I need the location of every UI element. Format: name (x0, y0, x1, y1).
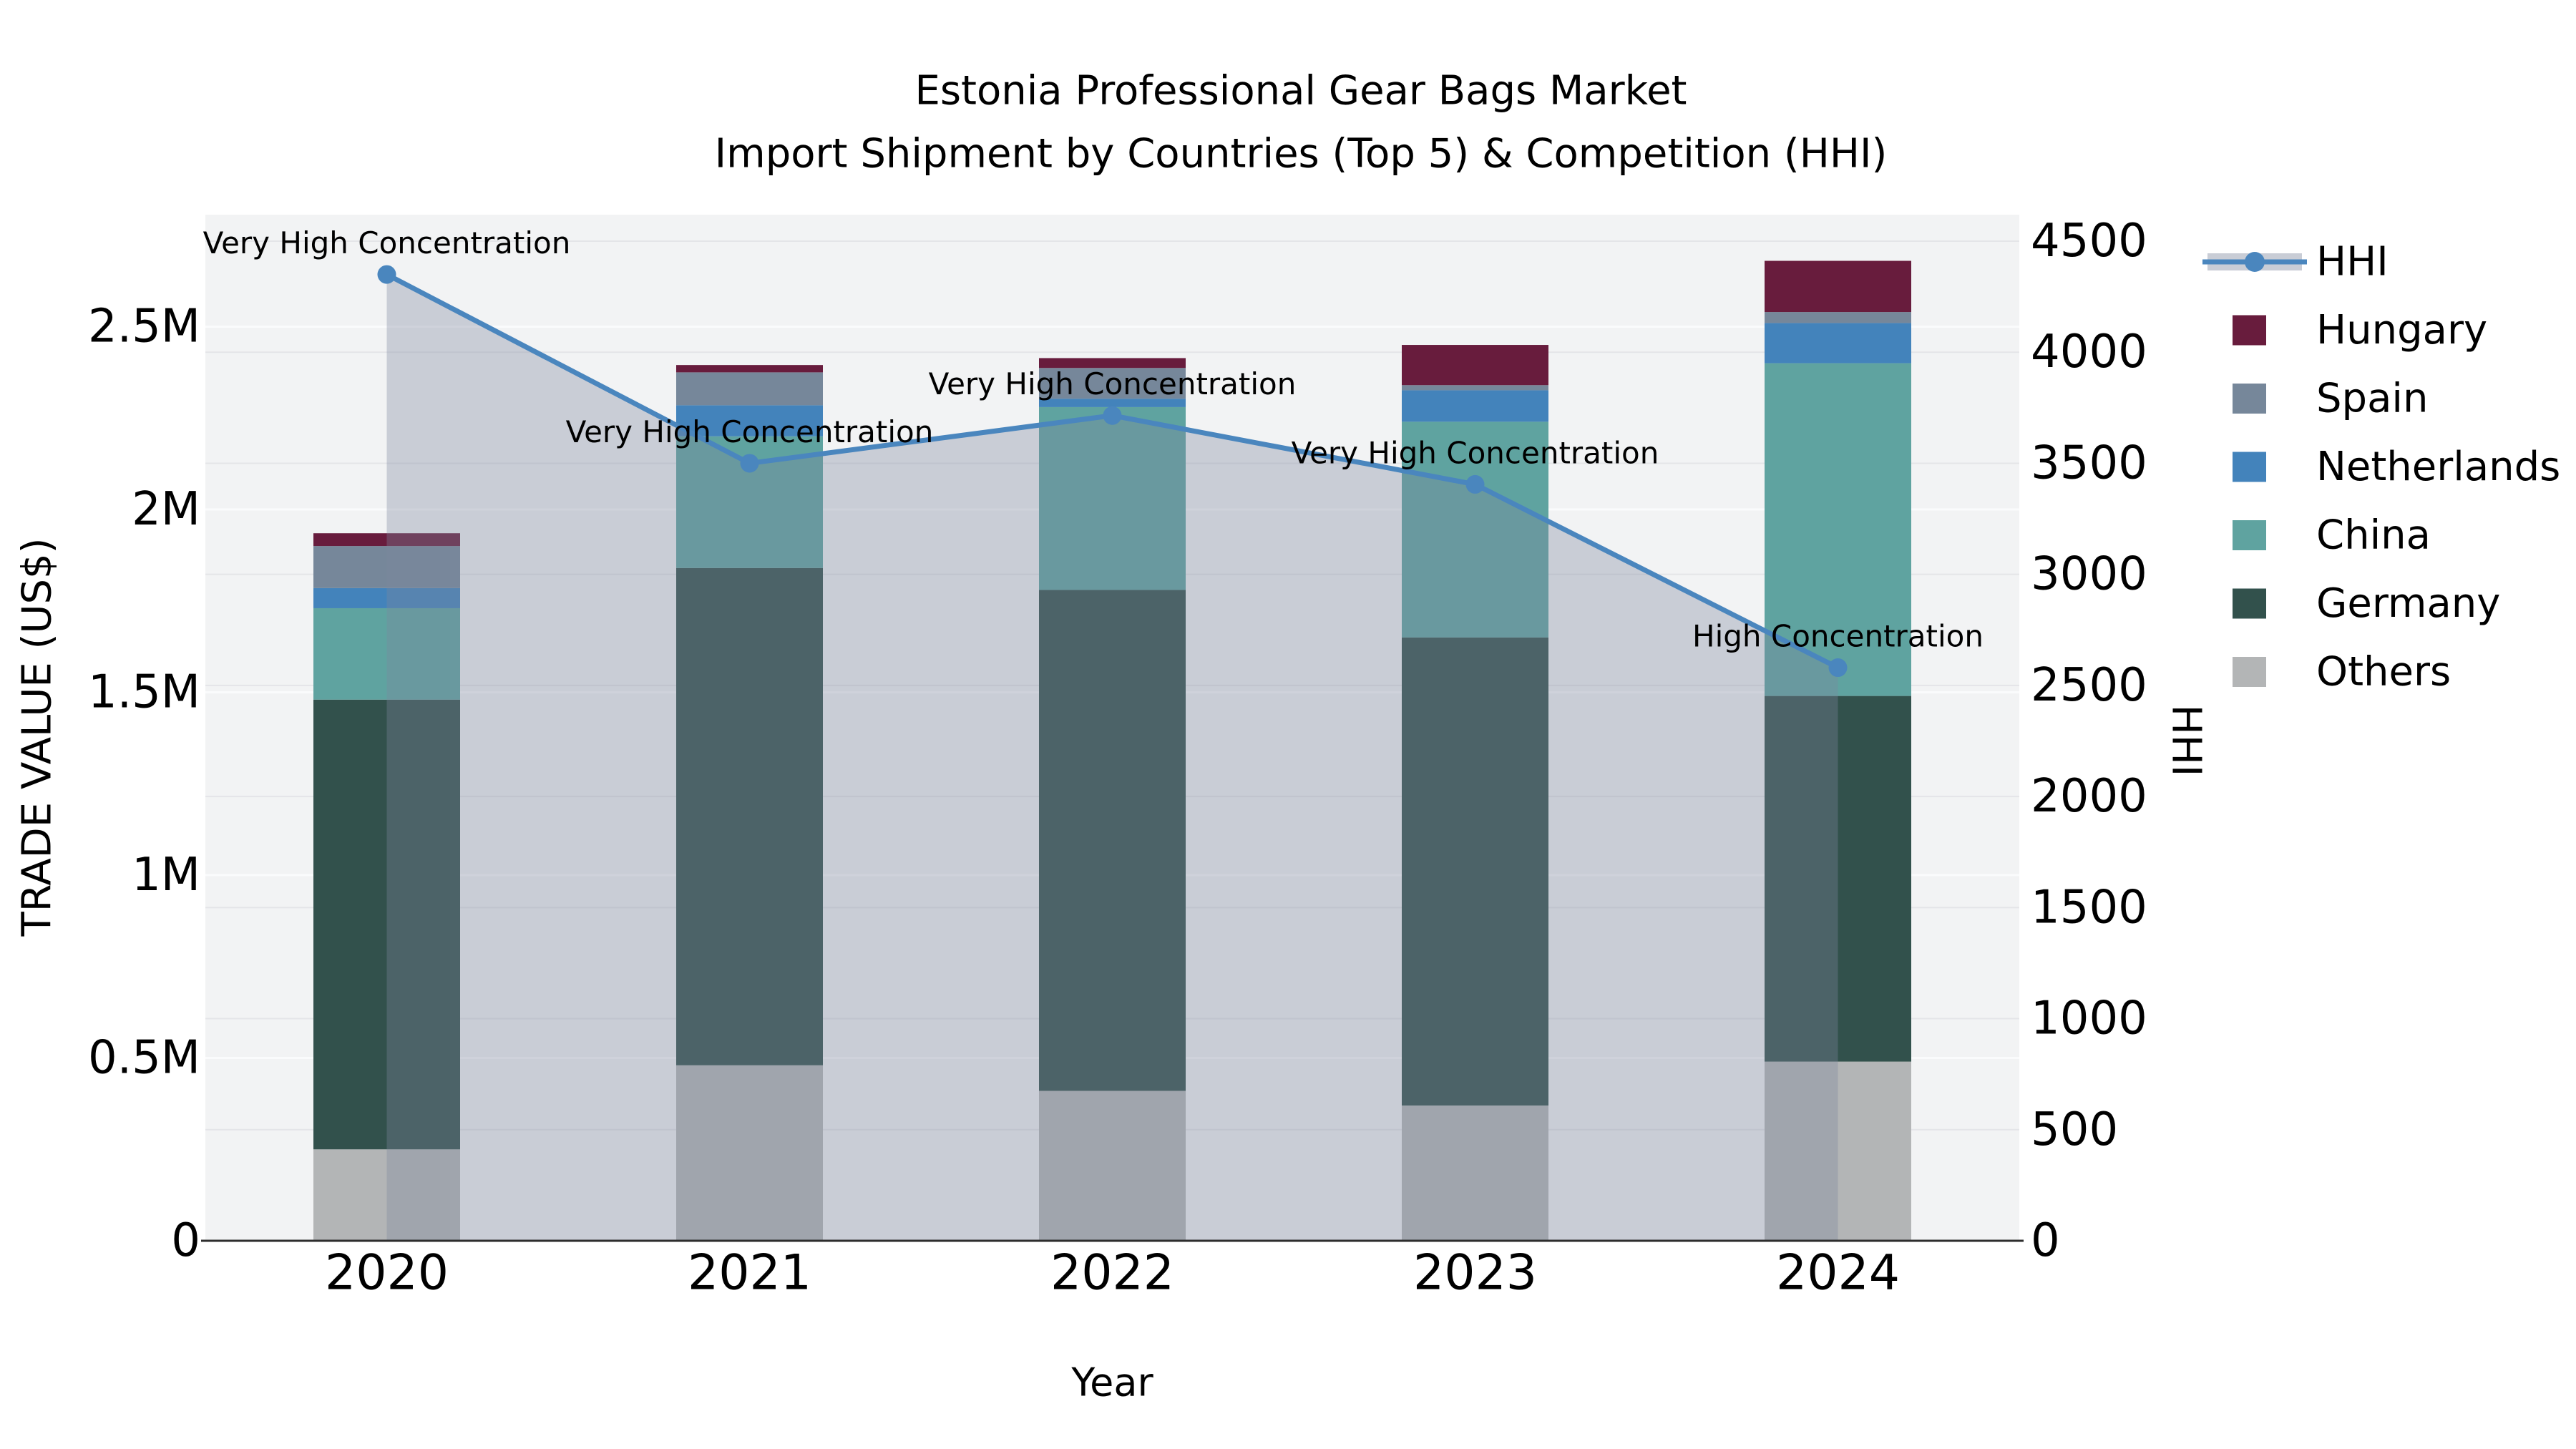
hhi-area (386, 274, 1838, 1241)
legend-swatch-china (2233, 520, 2266, 550)
legend-item-netherlands: Netherlands (2316, 444, 2560, 490)
chart-title-line1: Estonia Professional Gear Bags Market (914, 68, 1687, 114)
bar-segment-germany-2021 (676, 567, 823, 1065)
annotation-2021: Very High Concentration (566, 414, 934, 449)
bar-segment-others-2020 (313, 1149, 460, 1241)
hhi-marker-2024 (1828, 658, 1848, 678)
bar-segment-netherlands-2021 (676, 405, 823, 436)
bar-segment-spain-2021 (676, 372, 823, 406)
y-left-tick-0.5M: 0.5M (88, 1032, 200, 1085)
bar-segment-spain-2020 (313, 546, 460, 588)
legend-swatch-germany (2233, 588, 2266, 619)
legend-item-others: Others (2316, 649, 2451, 696)
bar-segment-others-2021 (676, 1065, 823, 1241)
y-right-tick-1500: 1500 (2031, 881, 2147, 934)
y-left-tick-2M: 2M (132, 483, 200, 536)
y-left-axis-label: TRADE VALUE (US$) (14, 538, 61, 937)
legend-swatch-others (2233, 657, 2266, 687)
y-right-tick-1000: 1000 (2031, 992, 2147, 1045)
y-right-tick-3500: 3500 (2031, 436, 2147, 489)
bar-segment-spain-2023 (1402, 385, 1548, 391)
x-axis-label: Year (1070, 1360, 1153, 1405)
bar-segment-others-2023 (1402, 1105, 1548, 1241)
legend-item-hungary: Hungary (2316, 307, 2487, 353)
bar-segment-germany-2023 (1402, 637, 1548, 1106)
x-tick-2022: 2022 (1050, 1245, 1174, 1302)
hhi-marker-2022 (1103, 406, 1122, 425)
legend-swatch-netherlands (2233, 452, 2266, 482)
y-right-tick-0: 0 (2031, 1214, 2060, 1267)
y-left-tick-1.5M: 1.5M (88, 666, 200, 719)
bar-segment-spain-2022 (1039, 368, 1186, 399)
bar-segment-netherlands-2024 (1765, 323, 1911, 364)
bar-segment-hungary-2020 (313, 533, 460, 547)
annotation-2023: Very High Concentration (1292, 435, 1659, 470)
x-tick-2021: 2021 (688, 1245, 811, 1302)
bar-segment-china-2023 (1402, 421, 1548, 638)
legend-item-hhi: HHI (2316, 239, 2389, 286)
bar-segment-others-2022 (1039, 1091, 1186, 1241)
legend-hhi-marker (2245, 252, 2265, 272)
bar-segment-netherlands-2020 (313, 587, 460, 608)
y-left-tick-1M: 1M (132, 849, 200, 902)
bar-segment-netherlands-2022 (1039, 399, 1186, 407)
x-tick-2020: 2020 (325, 1245, 449, 1302)
y-right-tick-500: 500 (2031, 1103, 2118, 1156)
annotation-2024: High Concentration (1692, 619, 1984, 654)
y-right-axis-label: HHI (2163, 705, 2210, 777)
hhi-marker-2020 (377, 265, 396, 284)
bar-segment-hungary-2022 (1039, 358, 1186, 369)
y-left-tick-0: 0 (171, 1214, 200, 1267)
legend-item-spain: Spain (2316, 376, 2428, 422)
legend-swatch-hungary (2233, 315, 2266, 346)
bar-segment-germany-2020 (313, 699, 460, 1150)
bar-segment-hungary-2021 (676, 365, 823, 373)
annotation-2020: Very High Concentration (203, 225, 571, 260)
bar-segment-germany-2024 (1765, 696, 1911, 1062)
bar-segment-hungary-2023 (1402, 345, 1548, 386)
hhi-marker-2021 (740, 454, 759, 473)
x-tick-2023: 2023 (1413, 1245, 1537, 1302)
y-right-tick-4500: 4500 (2031, 215, 2147, 268)
bar-segment-netherlands-2023 (1402, 390, 1548, 422)
bar-segment-others-2024 (1765, 1061, 1911, 1241)
y-right-tick-3000: 3000 (2031, 548, 2147, 601)
legend-item-china: China (2316, 512, 2431, 559)
bar-segment-china-2022 (1039, 406, 1186, 590)
legend-item-germany: Germany (2316, 580, 2500, 627)
bar-segment-china-2020 (313, 608, 460, 700)
x-tick-2024: 2024 (1776, 1245, 1900, 1302)
y-right-tick-2000: 2000 (2031, 770, 2147, 823)
annotation-2022: Very High Concentration (929, 366, 1297, 401)
y-left-tick-2.5M: 2.5M (88, 301, 200, 353)
legend-swatch-spain (2233, 384, 2266, 414)
bar-segment-spain-2024 (1765, 312, 1911, 323)
bar-segment-germany-2022 (1039, 590, 1186, 1091)
bar-segment-hungary-2024 (1765, 260, 1911, 313)
y-right-tick-2500: 2500 (2031, 659, 2147, 712)
y-right-tick-4000: 4000 (2031, 326, 2147, 379)
chart-title-line2: Import Shipment by Countries (Top 5) & C… (715, 131, 1888, 177)
hhi-marker-2023 (1465, 474, 1485, 494)
